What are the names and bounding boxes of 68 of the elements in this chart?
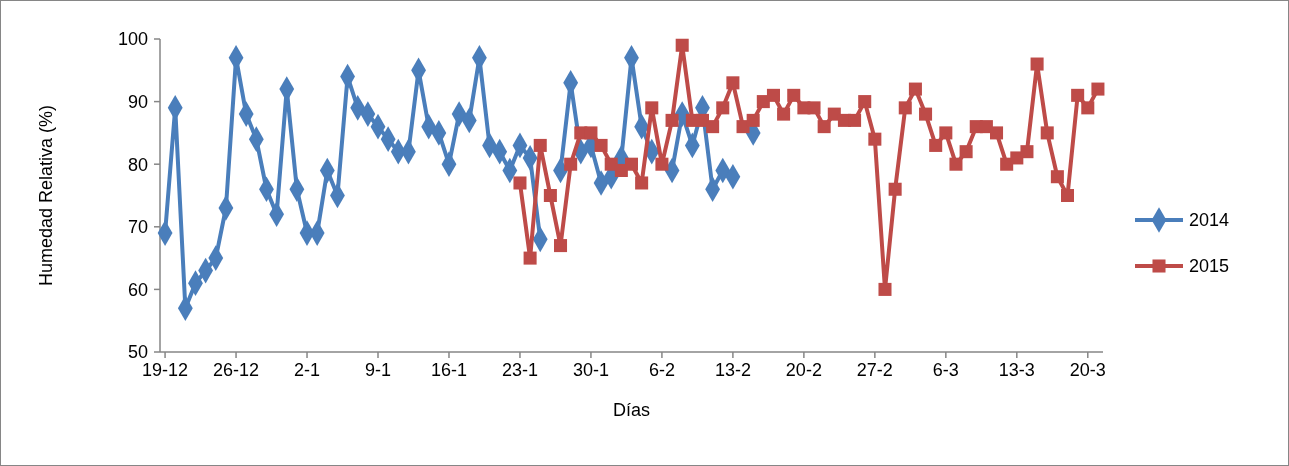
y-tick-label: 50 — [127, 342, 148, 363]
legend-label: 2014 — [1189, 210, 1230, 231]
y-tick-label: 80 — [127, 154, 148, 175]
point — [1071, 88, 1085, 102]
point — [878, 282, 892, 296]
x-tick-label: 16-1 — [430, 360, 467, 380]
point — [1030, 57, 1044, 71]
x-tick-label: 27-2 — [856, 360, 893, 380]
point — [675, 38, 689, 52]
point — [949, 157, 963, 171]
y-tick-label: 100 — [117, 29, 148, 50]
point — [645, 101, 659, 115]
x-tick-label: 20-3 — [1069, 360, 1106, 380]
x-tick-label: 26-12 — [213, 360, 260, 380]
point — [766, 88, 780, 102]
point — [523, 251, 537, 265]
x-tick-label: 2-1 — [294, 360, 321, 380]
y-tick-label: 90 — [127, 91, 148, 112]
point — [848, 113, 862, 127]
point — [624, 157, 639, 171]
point — [665, 113, 679, 127]
point — [919, 107, 933, 121]
point — [513, 176, 527, 190]
y-axis-title: Humedad Relativa (%) — [36, 104, 56, 287]
point — [1081, 101, 1095, 115]
point — [543, 188, 557, 203]
x-tick-label: 6-3 — [932, 360, 959, 380]
point — [908, 82, 922, 96]
point — [787, 88, 801, 102]
x-tick-label: 13-3 — [998, 360, 1035, 380]
point — [929, 138, 943, 152]
x-axis-title: Días — [612, 400, 651, 420]
x-tick-label: 30-1 — [572, 360, 609, 380]
point — [726, 76, 740, 90]
x-tick-label: 20-2 — [785, 360, 822, 380]
x-tick-label: 6-2 — [648, 360, 675, 380]
point — [990, 126, 1004, 140]
point — [746, 113, 760, 127]
point — [777, 107, 791, 121]
point — [584, 126, 598, 140]
x-tick-label: 9-1 — [365, 360, 392, 380]
point — [888, 182, 902, 196]
legend-label: 2015 — [1189, 256, 1230, 277]
point — [939, 126, 953, 140]
point — [655, 157, 669, 171]
y-tick-label: 60 — [127, 279, 148, 300]
point — [1060, 188, 1075, 203]
x-tick-label: 13-2 — [714, 360, 751, 380]
point — [959, 145, 973, 159]
point — [533, 138, 547, 152]
point — [817, 120, 831, 134]
x-tick-label: 19-12 — [142, 360, 189, 380]
point — [594, 138, 608, 152]
point — [1050, 170, 1064, 184]
point — [898, 101, 912, 115]
point — [564, 157, 578, 171]
point — [706, 120, 720, 134]
point — [716, 101, 730, 115]
y-tick-label: 70 — [127, 217, 148, 238]
point — [1040, 126, 1054, 140]
point — [868, 132, 882, 146]
point — [1091, 82, 1105, 96]
point — [635, 176, 649, 190]
point — [554, 239, 568, 253]
x-tick-label: 23-1 — [501, 360, 538, 380]
point — [807, 101, 821, 115]
point — [858, 95, 872, 109]
point — [1020, 145, 1034, 159]
